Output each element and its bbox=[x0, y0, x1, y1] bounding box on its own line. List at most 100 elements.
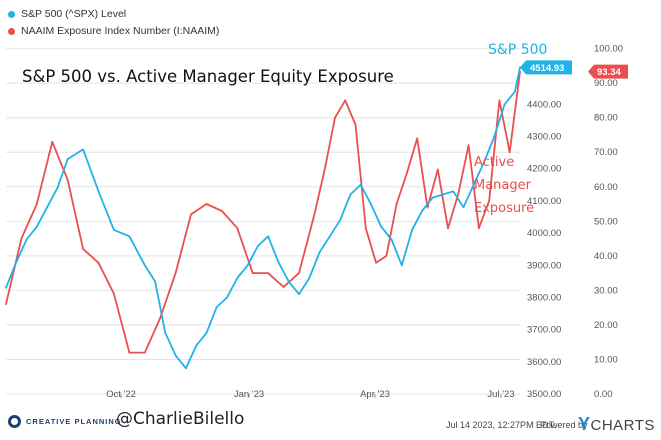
left-axis-tick-0: 3500.00 bbox=[527, 389, 561, 400]
naaim-annotation-line-2: Exposure bbox=[474, 201, 534, 216]
naaim-point bbox=[82, 248, 84, 250]
right-axis-tick-9: 90.00 bbox=[594, 78, 618, 89]
spx-last-value-badge bbox=[520, 60, 572, 75]
spx-point bbox=[483, 161, 485, 164]
spx-point bbox=[431, 196, 434, 199]
spx-point bbox=[472, 183, 475, 186]
left-axis-tick-4: 3900.00 bbox=[527, 260, 561, 271]
naaim-point bbox=[375, 261, 377, 264]
naaim-point bbox=[498, 99, 501, 102]
spx-point bbox=[370, 203, 372, 206]
naaim-annotation-line-0: Active bbox=[474, 155, 514, 170]
spx-group bbox=[5, 66, 521, 370]
naaim-line bbox=[5, 71, 521, 354]
spx-point bbox=[349, 193, 352, 196]
left-axis-tick-5: 4000.00 bbox=[527, 228, 561, 239]
naaim-point bbox=[406, 172, 408, 174]
spx-point bbox=[25, 238, 28, 241]
spx-point bbox=[15, 261, 18, 263]
spx-point bbox=[513, 90, 516, 93]
spx-point bbox=[400, 264, 403, 267]
naaim-point bbox=[236, 227, 239, 230]
naaim-last-value: 93.34 bbox=[597, 67, 621, 78]
spx-point bbox=[82, 148, 84, 151]
spx-point bbox=[236, 277, 239, 280]
left-axis-tick-6: 4100.00 bbox=[527, 196, 561, 207]
naaim-point bbox=[436, 168, 439, 171]
chart-title: S&P 500 vs. Active Manager Equity Exposu… bbox=[22, 67, 394, 86]
x-tick-label-1: Jan '23 bbox=[234, 389, 264, 400]
naaim-point bbox=[447, 227, 449, 230]
creative-planning-logo: CREATIVE PLANNING bbox=[8, 415, 122, 428]
spx-point bbox=[318, 251, 321, 254]
spx-point bbox=[246, 264, 249, 267]
naaim-annotation-line-1: Manager bbox=[474, 178, 532, 193]
legend-item-naaim[interactable]: NAAIM Exposure Index Number (I:NAAIM) bbox=[8, 23, 219, 40]
spx-point bbox=[174, 354, 177, 357]
spx-point bbox=[128, 235, 131, 238]
timestamp: Jul 14 2023, 12:27PM EDT. bbox=[446, 420, 556, 430]
right-axis-tick-4: 40.00 bbox=[594, 251, 618, 262]
naaim-point bbox=[113, 292, 115, 295]
left-axis-tick-8: 4300.00 bbox=[527, 132, 561, 143]
naaim-point bbox=[426, 206, 429, 209]
spx-point bbox=[287, 280, 290, 283]
footer: CREATIVE PLANNING @CharlieBilello Jul 14… bbox=[0, 408, 661, 440]
spx-point bbox=[154, 280, 156, 283]
naaim-point bbox=[395, 203, 398, 205]
left-axis-tick-1: 3600.00 bbox=[527, 357, 561, 368]
naaim-point bbox=[267, 272, 270, 275]
left-axis-tick-3: 3800.00 bbox=[527, 292, 561, 303]
spx-point bbox=[215, 306, 218, 309]
naaim-point bbox=[159, 317, 162, 319]
legend-dot-naaim bbox=[8, 28, 15, 35]
spx-point bbox=[226, 296, 228, 299]
legend-label-spx: S&P 500 (^SPX) Level bbox=[21, 8, 127, 20]
spx-point bbox=[164, 331, 167, 334]
spx-point bbox=[359, 183, 362, 186]
spx-point bbox=[143, 264, 146, 267]
naaim-group bbox=[5, 70, 521, 354]
right-axis-tick-5: 50.00 bbox=[594, 216, 618, 227]
spx-annotation: S&P 500 bbox=[488, 42, 547, 58]
naaim-point bbox=[488, 199, 491, 202]
spx-point bbox=[46, 206, 49, 209]
ycharts-logo[interactable]: YCHARTS bbox=[578, 414, 655, 434]
author-handle: @CharlieBilello bbox=[116, 409, 245, 429]
naaim-point bbox=[334, 116, 336, 119]
right-axis-tick-1: 10.00 bbox=[594, 354, 618, 365]
naaim-point bbox=[205, 203, 208, 205]
left-axis-tick-9: 4400.00 bbox=[527, 99, 561, 110]
spx-point bbox=[66, 158, 69, 160]
naaim-point bbox=[190, 213, 192, 216]
right-axis-tick-3: 30.00 bbox=[594, 285, 618, 296]
naaim-point bbox=[313, 213, 316, 216]
spx-point bbox=[308, 277, 311, 280]
naaim-point bbox=[508, 151, 511, 154]
naaim-point bbox=[97, 261, 100, 264]
spx-line bbox=[5, 67, 521, 370]
legend-dot-spx bbox=[8, 11, 15, 18]
legend-label-naaim: NAAIM Exposure Index Number (I:NAAIM) bbox=[21, 25, 220, 37]
spx-point bbox=[56, 187, 59, 189]
spx-point bbox=[442, 193, 444, 196]
naaim-point bbox=[35, 203, 38, 205]
spx-point bbox=[195, 344, 198, 347]
spx-point bbox=[503, 103, 506, 106]
naaim-point bbox=[128, 351, 131, 354]
spx-point bbox=[185, 367, 187, 370]
spx-point bbox=[380, 225, 383, 228]
spx-point bbox=[493, 135, 496, 138]
right-axis-tick-6: 60.00 bbox=[594, 182, 618, 193]
naaim-point bbox=[364, 227, 367, 230]
spx-point bbox=[35, 225, 38, 228]
chart-legend: S&P 500 (^SPX) Level NAAIM Exposure Inde… bbox=[8, 6, 219, 40]
naaim-point bbox=[416, 137, 419, 140]
naaim-point bbox=[66, 178, 69, 181]
spx-point bbox=[328, 235, 331, 238]
spx-point bbox=[205, 331, 208, 334]
spx-point bbox=[421, 209, 424, 212]
naaim-point bbox=[220, 210, 223, 212]
naaim-point bbox=[51, 140, 54, 143]
legend-item-spx[interactable]: S&P 500 (^SPX) Level bbox=[8, 6, 219, 23]
